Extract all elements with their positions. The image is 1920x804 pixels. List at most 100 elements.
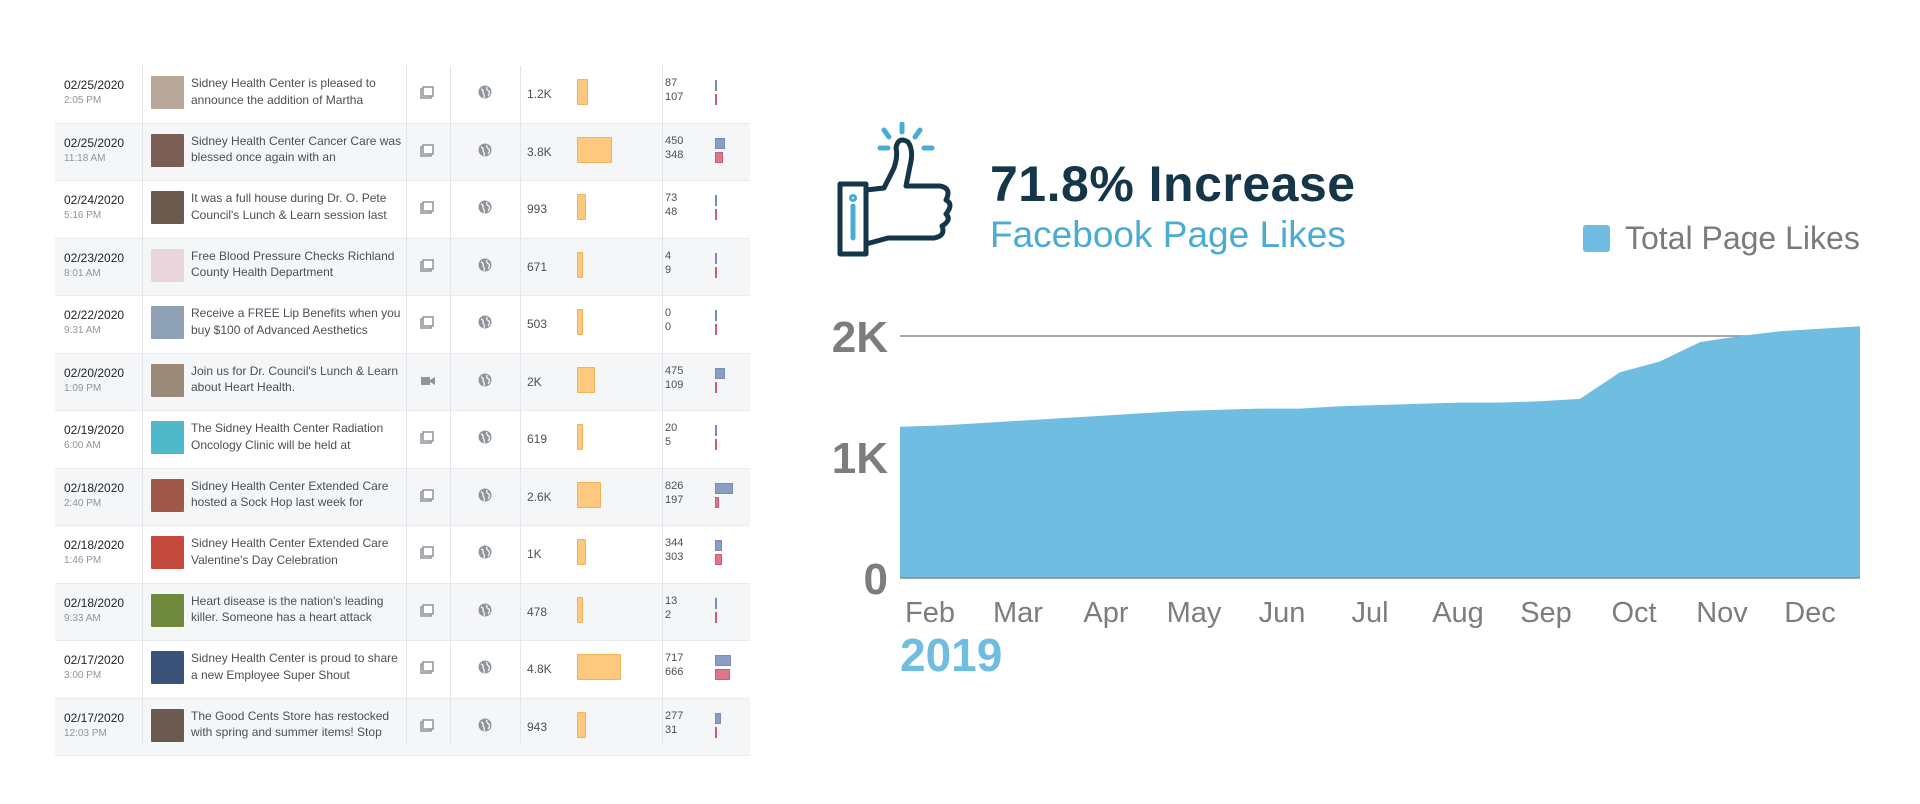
post-thumbnail[interactable] bbox=[151, 421, 184, 454]
post-thumbnail[interactable] bbox=[151, 191, 184, 224]
table-row[interactable]: 02/17/2020 12:03 PM The Good Cents Store… bbox=[55, 698, 750, 756]
reach-bar bbox=[577, 79, 588, 105]
engagement-clicks: 20 bbox=[665, 422, 678, 434]
engagement-reactions: 109 bbox=[665, 378, 684, 391]
reach-bar bbox=[577, 711, 586, 738]
post-text-link[interactable]: The Sidney Health Center Radiation Oncol… bbox=[191, 421, 384, 452]
globe-icon bbox=[478, 718, 493, 733]
engagement-bar-reactions bbox=[715, 439, 717, 450]
post-thumbnail[interactable] bbox=[151, 306, 184, 339]
photo-icon bbox=[420, 603, 434, 618]
post-thumbnail[interactable] bbox=[151, 76, 184, 109]
post-date: 02/25/2020 bbox=[64, 78, 125, 92]
reach-value: 1.2K bbox=[527, 87, 552, 101]
post-thumbnail[interactable] bbox=[151, 363, 184, 397]
post-text-link[interactable]: Sidney Health Center is proud to share a… bbox=[191, 651, 398, 682]
video-icon bbox=[420, 374, 435, 388]
engagement-bar-reactions bbox=[715, 554, 722, 565]
reach-value: 2K bbox=[527, 374, 542, 389]
engagement-reactions: 197 bbox=[665, 493, 684, 506]
post-thumbnail[interactable] bbox=[151, 248, 184, 282]
globe-icon bbox=[478, 143, 493, 158]
column-divider bbox=[406, 66, 407, 744]
engagement-clicks: 87 bbox=[665, 77, 678, 89]
table-row[interactable]: 02/18/2020 2:40 PM Sidney Health Center … bbox=[55, 468, 750, 526]
engagement-clicks: 73 bbox=[665, 192, 678, 204]
post-thumbnail[interactable] bbox=[151, 536, 184, 569]
post-text-link[interactable]: Join us for Dr. Council's Lunch & Learn … bbox=[191, 363, 399, 395]
post-time: 6:00 AM bbox=[64, 440, 101, 451]
x-tick-label: Oct bbox=[1611, 597, 1656, 629]
x-tick-label: Dec bbox=[1784, 597, 1836, 629]
engagement-bar-reactions bbox=[715, 669, 730, 680]
x-tick-label: Jun bbox=[1259, 597, 1306, 629]
post-text-link[interactable]: It was a full house during Dr. O. Pete C… bbox=[191, 191, 387, 222]
year-label: 2019 bbox=[900, 629, 1003, 681]
post-text-link[interactable]: The Good Cents Store has restocked with … bbox=[191, 708, 390, 740]
post-time: 2:05 PM bbox=[64, 95, 102, 106]
post-thumbnail[interactable] bbox=[151, 651, 184, 684]
post-thumbnail[interactable] bbox=[151, 478, 184, 512]
likes-area bbox=[900, 326, 1860, 578]
table-row[interactable]: 02/22/2020 9:31 AM Receive a FREE Lip Be… bbox=[55, 296, 750, 354]
reach-value: 993 bbox=[527, 202, 548, 216]
post-text-link[interactable]: Receive a FREE Lip Benefits when you buy… bbox=[191, 306, 401, 337]
post-text-link[interactable]: Free Blood Pressure Checks Richland Coun… bbox=[191, 248, 395, 280]
post-date: 02/23/2020 bbox=[64, 250, 125, 265]
reach-value: 1K bbox=[527, 547, 542, 561]
posts-table: 02/25/2020 2:05 PM Sidney Health Center … bbox=[55, 66, 750, 756]
table-row[interactable]: 02/25/2020 2:05 PM Sidney Health Center … bbox=[55, 66, 750, 124]
photo-icon bbox=[420, 661, 434, 675]
engagement-bar-clicks bbox=[715, 367, 725, 379]
post-text-link[interactable]: Sidney Health Center Extended Care hoste… bbox=[191, 478, 389, 510]
x-tick-label: Apr bbox=[1083, 597, 1128, 629]
engagement-reactions: 303 bbox=[665, 551, 684, 563]
post-thumbnail[interactable] bbox=[151, 708, 184, 742]
reach-value: 619 bbox=[527, 432, 548, 446]
post-date: 02/17/2020 bbox=[64, 653, 125, 667]
table-row[interactable]: 02/18/2020 1:46 PM Sidney Health Center … bbox=[55, 526, 750, 584]
globe-icon bbox=[478, 258, 493, 273]
table-row[interactable]: 02/24/2020 5:16 PM It was a full house d… bbox=[55, 181, 750, 239]
table-row[interactable]: 02/23/2020 8:01 AM Free Blood Pressure C… bbox=[55, 238, 750, 296]
engagement-bar-clicks bbox=[715, 195, 717, 206]
table-row[interactable]: 02/19/2020 6:00 AM The Sidney Health Cen… bbox=[55, 411, 750, 469]
post-thumbnail[interactable] bbox=[151, 133, 184, 167]
reach-value: 478 bbox=[527, 604, 548, 619]
engagement-reactions: 107 bbox=[665, 91, 684, 103]
globe-icon bbox=[478, 315, 493, 330]
post-text-link[interactable]: Heart disease is the nation's leading ki… bbox=[191, 593, 384, 625]
post-date: 02/19/2020 bbox=[64, 423, 125, 437]
engagement-bar-clicks bbox=[715, 712, 721, 724]
engagement-clicks: 344 bbox=[665, 537, 684, 549]
column-divider bbox=[662, 66, 663, 744]
engagement-reactions: 31 bbox=[665, 723, 678, 736]
table-row[interactable]: 02/17/2020 3:00 PM Sidney Health Center … bbox=[55, 641, 750, 699]
engagement-bar-reactions bbox=[715, 266, 717, 278]
table-row[interactable]: 02/18/2020 9:33 AM Heart disease is the … bbox=[55, 583, 750, 641]
x-tick-label: May bbox=[1167, 597, 1222, 629]
post-text-link[interactable]: Sidney Health Center Cancer Care was ble… bbox=[191, 133, 402, 165]
reach-bar bbox=[577, 136, 612, 163]
post-time: 3:00 PM bbox=[64, 670, 102, 681]
reach-value: 2.6K bbox=[527, 489, 552, 504]
engagement-bar-clicks bbox=[715, 597, 717, 609]
post-text-link[interactable]: Sidney Health Center Extended Care Valen… bbox=[191, 536, 389, 567]
y-tick-label: 1K bbox=[832, 434, 888, 483]
reach-bar bbox=[577, 251, 583, 278]
globe-icon bbox=[478, 488, 493, 503]
table-row[interactable]: 02/20/2020 1:09 PM Join us for Dr. Counc… bbox=[55, 353, 750, 411]
engagement-reactions: 9 bbox=[665, 263, 672, 276]
post-thumbnail[interactable] bbox=[151, 593, 184, 627]
x-tick-label: Sep bbox=[1520, 597, 1572, 629]
table-row[interactable]: 02/25/2020 11:18 AM Sidney Health Center… bbox=[55, 123, 750, 181]
reach-bar bbox=[577, 596, 583, 623]
engagement-reactions: 5 bbox=[665, 436, 672, 448]
engagement-bar-reactions bbox=[715, 209, 717, 220]
post-text-link[interactable]: Sidney Health Center is pleased to annou… bbox=[191, 76, 376, 107]
engagement-reactions: 0 bbox=[665, 321, 672, 333]
post-time: 9:31 AM bbox=[64, 325, 101, 336]
reach-value: 671 bbox=[527, 259, 548, 274]
thumbs-up-icon bbox=[837, 122, 953, 257]
engagement-clicks: 277 bbox=[665, 709, 684, 722]
